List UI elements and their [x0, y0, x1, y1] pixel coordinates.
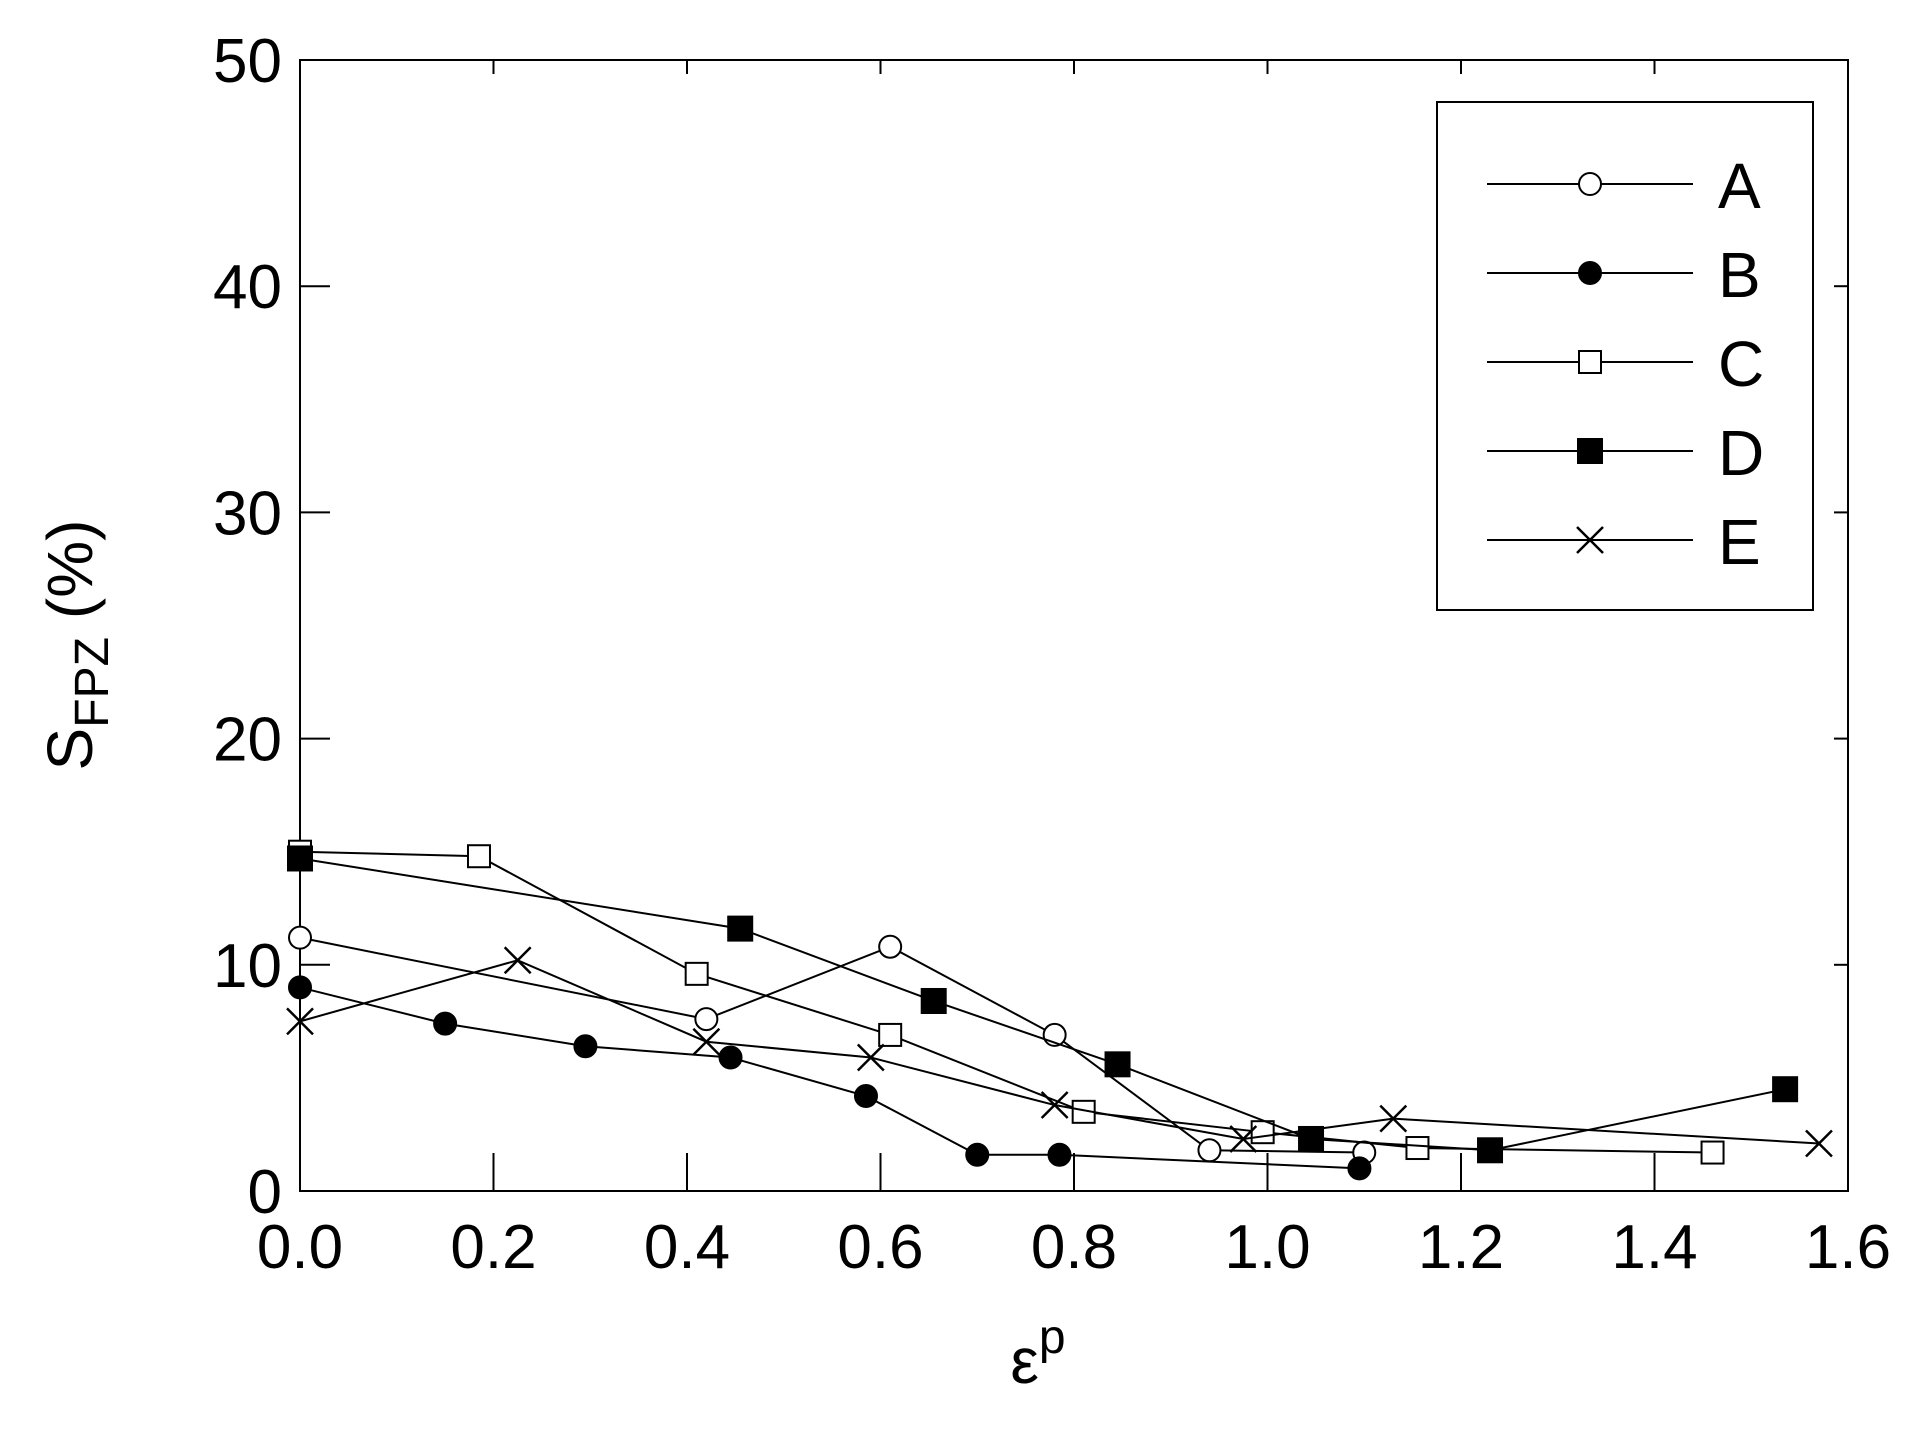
legend-marker-e [1576, 526, 1604, 554]
y-tick-label: 40 [213, 253, 282, 322]
series-d-point [727, 915, 754, 942]
series-layer [286, 839, 1833, 1181]
x-tick-label: 0.4 [644, 1213, 730, 1282]
series-e-line [299, 959, 1820, 1145]
series-d-line [299, 857, 1786, 1152]
series-b-point [288, 975, 312, 1000]
series-c-point [1250, 1120, 1275, 1145]
cross-stroke [503, 946, 532, 975]
series-d-point [287, 845, 313, 872]
x-tick-label: 0.6 [837, 1213, 923, 1282]
series-e [286, 946, 1833, 1158]
series-b-point [433, 1011, 458, 1036]
series-b-point [965, 1142, 990, 1167]
y-tick-label: 10 [213, 932, 282, 1001]
series-d-point [1477, 1137, 1504, 1164]
series-d-point [1772, 1076, 1799, 1103]
x-tick-label: 1.6 [1805, 1213, 1891, 1282]
series-e-point [286, 1007, 314, 1036]
series-a-point [878, 934, 903, 959]
y-tick-label: 30 [213, 479, 282, 548]
series-c-line [299, 850, 1713, 1154]
x-tick-label: 1.2 [1418, 1213, 1504, 1282]
series-b-point [573, 1034, 598, 1059]
series-e-point [1379, 1104, 1408, 1133]
legend-label-c: C [1718, 328, 1764, 400]
series-a-point [1197, 1138, 1222, 1163]
series-c-point [1405, 1136, 1430, 1161]
series-b-point [1047, 1142, 1072, 1167]
cross-stroke [1040, 1091, 1069, 1119]
y-axis-label: SFPZ(%) [34, 520, 119, 771]
series-b-point [1347, 1156, 1372, 1181]
series-c [288, 839, 1725, 1165]
series-e-point [503, 946, 532, 975]
legend-label-d: D [1718, 417, 1764, 489]
x-tick-label: 0.2 [450, 1213, 536, 1282]
cross-stroke [1805, 1129, 1833, 1158]
y-tick-label: 20 [213, 706, 282, 775]
series-e-point [1805, 1129, 1833, 1158]
x-tick-label: 1.0 [1224, 1213, 1310, 1282]
y-tick-label: 0 [248, 1158, 282, 1227]
legend-marker-a [1578, 172, 1602, 196]
legend-marker-d [1577, 438, 1603, 464]
series-d-point [920, 987, 947, 1014]
x-tick-label: 0.8 [1031, 1213, 1117, 1282]
axis-tick-labels: 0.0 0.2 0.4 0.6 0.8 1.0 1.2 1.4 1.6 0 10 20 30 40 50 [213, 27, 1891, 1282]
series-e-point [692, 1027, 721, 1056]
series-e-point [1040, 1091, 1069, 1119]
series-a-line [299, 936, 1365, 1154]
series-b [288, 975, 1372, 1181]
cross-stroke [1379, 1104, 1408, 1133]
cross-stroke [1576, 526, 1604, 554]
series-e-point [1229, 1125, 1258, 1153]
series-e-point [856, 1043, 885, 1072]
series-d [287, 845, 1799, 1164]
cross-stroke [286, 1007, 314, 1036]
legend-label-b: B [1718, 239, 1761, 311]
cross-stroke [1229, 1125, 1258, 1153]
cross-stroke [856, 1043, 885, 1072]
series-d-point [1104, 1051, 1131, 1078]
series-c-point [1700, 1140, 1725, 1165]
series-a-point [694, 1007, 719, 1032]
series-b-line [299, 986, 1360, 1170]
legend-marker-b [1578, 261, 1602, 285]
legend-label-a: A [1718, 150, 1761, 222]
cross-stroke [692, 1027, 721, 1056]
axis-ticks [299, 59, 1849, 1192]
x-tick-label: 0.0 [257, 1213, 343, 1282]
series-b-point [718, 1045, 743, 1070]
x-axis-label: εp [1010, 1311, 1065, 1397]
y-tick-label: 50 [213, 27, 282, 96]
series-c-point [466, 844, 491, 869]
series-c-point [878, 1022, 903, 1047]
legend-box [1436, 101, 1814, 611]
series-b-point [853, 1083, 878, 1108]
series-a-point [288, 925, 312, 950]
legend-marker-c [1578, 350, 1602, 374]
series-c-point [684, 961, 709, 986]
x-tick-label: 1.4 [1611, 1213, 1697, 1282]
legend-label-e: E [1718, 506, 1761, 578]
